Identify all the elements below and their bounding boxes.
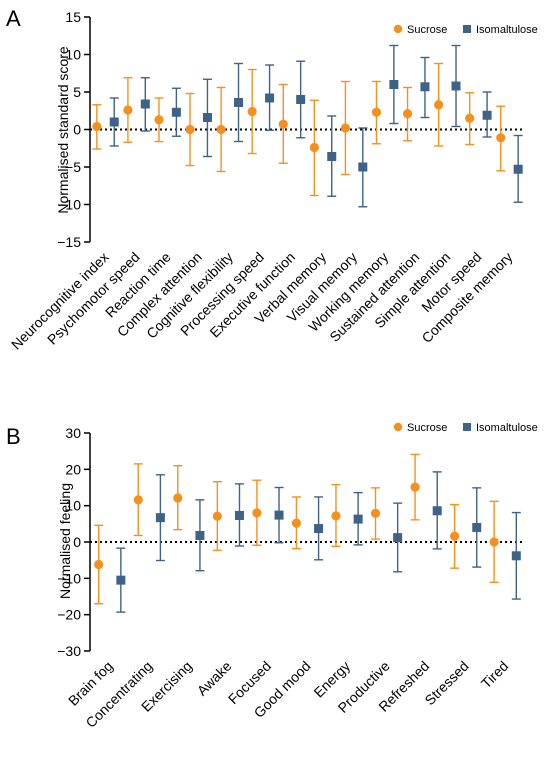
category-label: Stressed [421,658,471,708]
legend-sucrose-marker [393,422,403,432]
sucrose-point [489,537,499,547]
isomaltulose-point [482,110,492,120]
sucrose-point [309,142,319,153]
sucrose-point [496,133,506,143]
y-tick-label: −5 [65,159,81,175]
y-tick-label: −10 [57,570,81,586]
legend-isomaltulose-marker [463,25,471,33]
y-tick-label: 30 [65,425,81,441]
sucrose-point [133,495,143,505]
isomaltulose-point [171,107,181,117]
isomaltulose-point [353,514,363,524]
isomaltulose-point [234,510,244,520]
sucrose-point [370,508,381,518]
legend-isomaltulose-label: Isomaltulose [476,422,538,434]
isomaltulose-point [195,530,205,540]
isomaltulose-point [202,113,212,122]
isomaltulose-point [393,533,403,543]
isomaltulose-point [511,551,521,561]
isomaltulose-point [265,93,275,103]
sucrose-point [465,113,475,123]
sucrose-point [402,109,413,119]
isomaltulose-point [432,506,442,516]
sucrose-point [185,124,195,135]
sucrose-point [92,121,102,132]
sucrose-point [216,124,226,135]
legend-sucrose-label: Sucrose [407,422,447,434]
isomaltulose-point [274,510,284,520]
y-tick-label: 20 [65,461,81,477]
isomaltulose-point [109,117,119,127]
y-tick-label: −20 [57,607,81,623]
panel-a-ylabel: Normalised standard score [55,46,71,214]
isomaltulose-point [296,95,306,104]
y-tick-label: 10 [65,47,81,63]
sucrose-point [94,559,104,570]
isomaltulose-point [420,82,430,92]
sucrose-point [340,123,351,133]
y-tick-label: 5 [73,84,81,100]
y-tick-label: −15 [57,234,81,250]
isomaltulose-point [513,164,523,174]
sucrose-point [371,107,382,117]
sucrose-point [252,508,262,518]
isomaltulose-point [155,513,165,523]
y-tick-label: 0 [73,122,81,138]
panel-a-legend: Sucrose Isomaltulose [393,24,538,36]
sucrose-point [123,105,133,115]
isomaltulose-point [389,80,399,89]
y-tick-label: −10 [57,197,81,213]
sucrose-point [450,531,460,541]
isomaltulose-point [472,522,482,532]
isomaltulose-point [451,81,461,91]
sucrose-point [291,518,302,528]
sucrose-point [278,119,288,129]
y-tick-label: 0 [73,534,81,550]
isomaltulose-point [358,162,368,172]
legend-isomaltulose-marker [463,423,471,431]
y-tick-label: 15 [65,9,81,25]
isomaltulose-point [234,98,244,107]
y-tick-label: −30 [57,643,81,659]
sucrose-point [212,511,222,521]
panel-a-letter: A [6,6,21,31]
legend-sucrose-label: Sucrose [407,24,447,36]
sucrose-point [410,482,420,492]
panel-b-legend: Sucrose Isomaltulose [393,422,538,434]
isomaltulose-point [327,152,337,161]
sucrose-point [154,115,164,125]
sucrose-point [434,100,444,110]
isomaltulose-point [140,99,150,109]
legend-isomaltulose-label: Isomaltulose [476,24,538,36]
isomaltulose-point [314,524,324,534]
sucrose-point [173,493,183,503]
sucrose-point [247,106,257,117]
isomaltulose-point [116,575,126,585]
panel-b-ylabel: Normalised feeling [57,483,73,599]
y-tick-label: 10 [65,498,81,514]
sucrose-point [331,511,341,521]
panel-b-letter: B [6,424,21,449]
legend-sucrose-marker [393,24,403,34]
category-label: Tired [478,658,512,692]
